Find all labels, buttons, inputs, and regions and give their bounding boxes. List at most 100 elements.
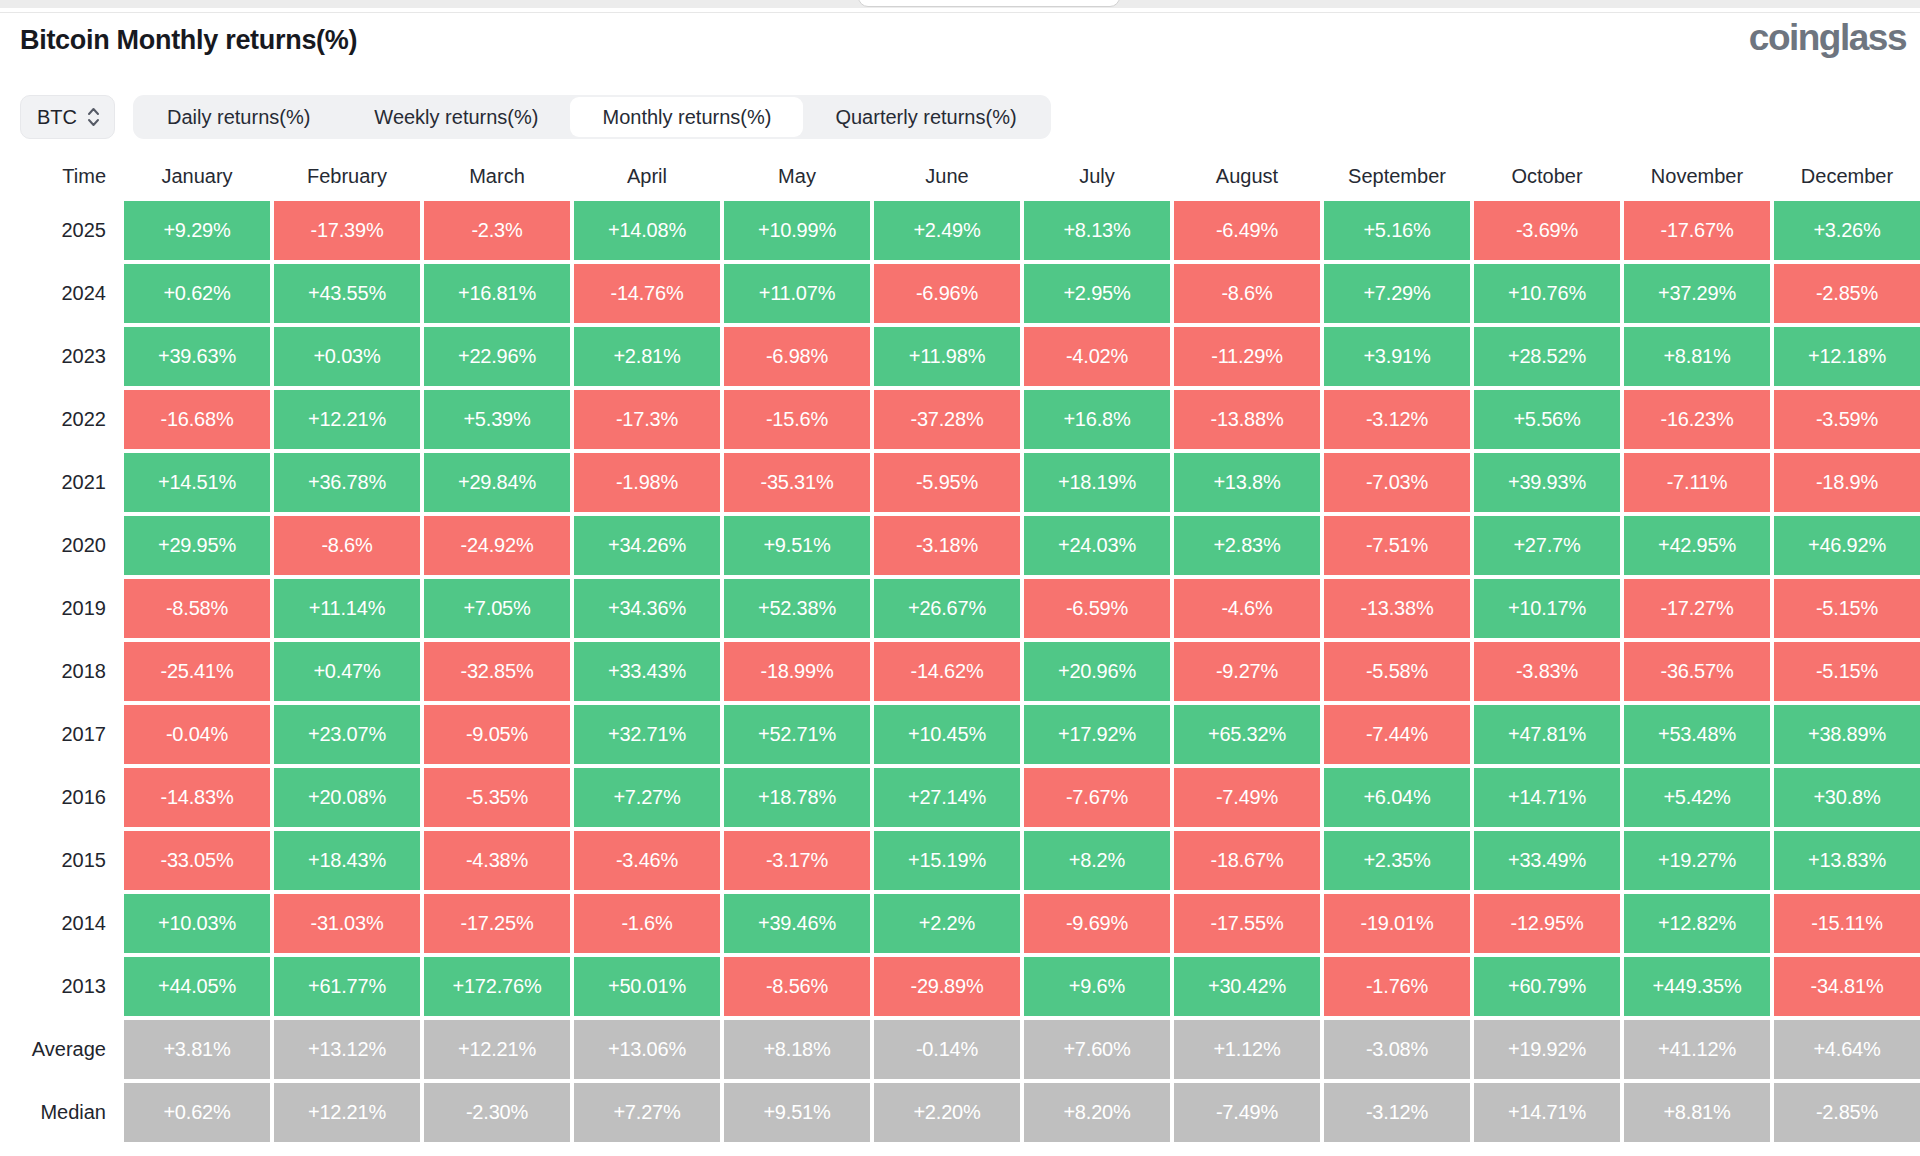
return-cell: +41.12%: [1624, 1020, 1770, 1079]
return-cell: -14.62%: [874, 642, 1020, 701]
return-cell: -5.95%: [874, 453, 1020, 512]
return-cell: +33.49%: [1474, 831, 1620, 890]
return-cell: +2.20%: [874, 1083, 1020, 1142]
column-header-march: March: [424, 155, 570, 197]
return-cell: -6.59%: [1024, 579, 1170, 638]
return-cell: +2.35%: [1324, 831, 1470, 890]
returns-table: TimeJanuaryFebruaryMarchAprilMayJuneJuly…: [0, 155, 1920, 1142]
page-title: Bitcoin Monthly returns(%): [20, 25, 357, 56]
return-cell: -3.12%: [1324, 1083, 1470, 1142]
row-label-2018: 2018: [0, 642, 120, 701]
return-cell: -9.69%: [1024, 894, 1170, 953]
row-label-2017: 2017: [0, 705, 120, 764]
return-cell: -3.17%: [724, 831, 870, 890]
return-cell: +9.29%: [124, 201, 270, 260]
updown-chevron-icon: [87, 106, 100, 128]
return-cell: +39.46%: [724, 894, 870, 953]
return-cell: +12.18%: [1774, 327, 1920, 386]
return-cell: -7.11%: [1624, 453, 1770, 512]
return-cell: -6.96%: [874, 264, 1020, 323]
return-cell: +13.83%: [1774, 831, 1920, 890]
page: Bitcoin Monthly returns(%) coinglass BTC…: [0, 13, 1920, 1142]
return-cell: -7.44%: [1324, 705, 1470, 764]
return-cell: +4.64%: [1774, 1020, 1920, 1079]
tab-quarterly-returns[interactable]: Quarterly returns(%): [803, 97, 1048, 137]
return-cell: +19.27%: [1624, 831, 1770, 890]
return-cell: +33.43%: [574, 642, 720, 701]
row-label-2015: 2015: [0, 831, 120, 890]
return-cell: +11.14%: [274, 579, 420, 638]
tab-daily-returns[interactable]: Daily returns(%): [135, 97, 342, 137]
return-cell: -1.6%: [574, 894, 720, 953]
controls-bar: BTC Daily returns(%)Weekly returns(%)Mon…: [20, 95, 1920, 139]
return-cell: +39.63%: [124, 327, 270, 386]
return-cell: +10.45%: [874, 705, 1020, 764]
row-label-2013: 2013: [0, 957, 120, 1016]
return-cell: +39.93%: [1474, 453, 1620, 512]
return-cell: -34.81%: [1774, 957, 1920, 1016]
return-cell: +27.14%: [874, 768, 1020, 827]
return-cell: -3.12%: [1324, 390, 1470, 449]
tab-monthly-returns[interactable]: Monthly returns(%): [570, 97, 803, 137]
return-cell: +449.35%: [1624, 957, 1770, 1016]
return-cell: -6.49%: [1174, 201, 1320, 260]
return-cell: -7.49%: [1174, 1083, 1320, 1142]
column-header-april: April: [574, 155, 720, 197]
return-cell: +172.76%: [424, 957, 570, 1016]
return-cell: +65.32%: [1174, 705, 1320, 764]
return-cell: +12.21%: [424, 1020, 570, 1079]
return-cell: -3.08%: [1324, 1020, 1470, 1079]
return-cell: +8.13%: [1024, 201, 1170, 260]
return-cell: +28.52%: [1474, 327, 1620, 386]
column-header-july: July: [1024, 155, 1170, 197]
return-cell: +26.67%: [874, 579, 1020, 638]
return-cell: -5.35%: [424, 768, 570, 827]
return-cell: +2.2%: [874, 894, 1020, 953]
return-cell: +30.8%: [1774, 768, 1920, 827]
return-cell: -3.46%: [574, 831, 720, 890]
return-cell: +37.29%: [1624, 264, 1770, 323]
return-cell: +8.18%: [724, 1020, 870, 1079]
return-cell: +27.7%: [1474, 516, 1620, 575]
returns-period-tabs: Daily returns(%)Weekly returns(%)Monthly…: [133, 95, 1051, 139]
return-cell: -3.18%: [874, 516, 1020, 575]
return-cell: +7.05%: [424, 579, 570, 638]
return-cell: +29.95%: [124, 516, 270, 575]
return-cell: +42.95%: [1624, 516, 1770, 575]
return-cell: +7.27%: [574, 768, 720, 827]
return-cell: +8.2%: [1024, 831, 1170, 890]
return-cell: +52.71%: [724, 705, 870, 764]
column-header-time: Time: [0, 155, 120, 197]
return-cell: +43.55%: [274, 264, 420, 323]
return-cell: +52.38%: [724, 579, 870, 638]
return-cell: +22.96%: [424, 327, 570, 386]
row-label-2023: 2023: [0, 327, 120, 386]
return-cell: +18.43%: [274, 831, 420, 890]
return-cell: -18.99%: [724, 642, 870, 701]
return-cell: -13.88%: [1174, 390, 1320, 449]
return-cell: -3.69%: [1474, 201, 1620, 260]
return-cell: +10.03%: [124, 894, 270, 953]
return-cell: +16.8%: [1024, 390, 1170, 449]
return-cell: +7.29%: [1324, 264, 1470, 323]
tab-weekly-returns[interactable]: Weekly returns(%): [342, 97, 570, 137]
browser-tab-remnant: [858, 0, 1120, 7]
coin-selector[interactable]: BTC: [20, 95, 115, 139]
return-cell: -17.55%: [1174, 894, 1320, 953]
return-cell: -31.03%: [274, 894, 420, 953]
return-cell: -8.6%: [1174, 264, 1320, 323]
return-cell: +24.03%: [1024, 516, 1170, 575]
return-cell: +20.96%: [1024, 642, 1170, 701]
return-cell: +2.49%: [874, 201, 1020, 260]
return-cell: +19.92%: [1474, 1020, 1620, 1079]
return-cell: -16.23%: [1624, 390, 1770, 449]
return-cell: +0.03%: [274, 327, 420, 386]
return-cell: +13.8%: [1174, 453, 1320, 512]
return-cell: -7.51%: [1324, 516, 1470, 575]
return-cell: -7.67%: [1024, 768, 1170, 827]
return-cell: -4.38%: [424, 831, 570, 890]
return-cell: -17.67%: [1624, 201, 1770, 260]
return-cell: -19.01%: [1324, 894, 1470, 953]
row-label-2014: 2014: [0, 894, 120, 953]
coinglass-logo[interactable]: coinglass: [1749, 17, 1906, 59]
